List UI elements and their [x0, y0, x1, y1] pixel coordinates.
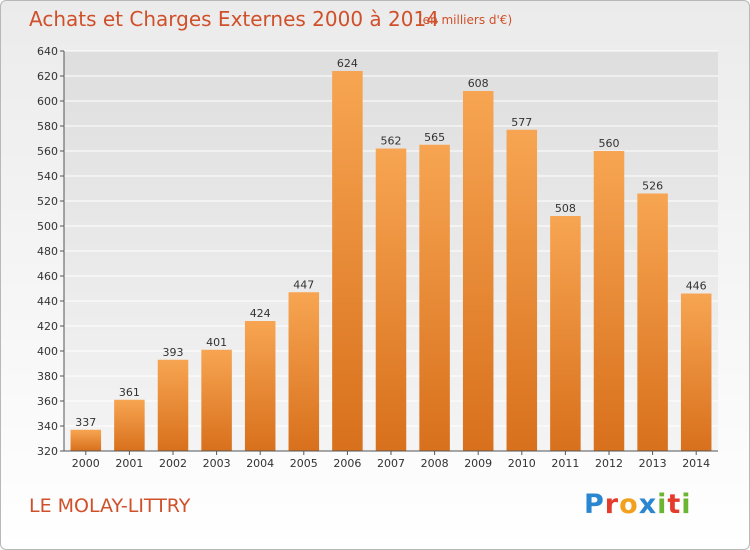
logo-letter: i [657, 489, 668, 520]
y-tick-label: 640 [37, 45, 58, 58]
data-label: 565 [424, 131, 445, 144]
y-tick-label: 620 [37, 70, 58, 83]
x-tick-label: 2011 [551, 457, 579, 470]
data-label: 508 [555, 202, 576, 215]
bar [506, 129, 538, 451]
bar [637, 193, 668, 451]
bar [244, 321, 276, 451]
x-tick-label: 2000 [72, 457, 100, 470]
data-label: 577 [511, 116, 532, 129]
x-tick-label: 2014 [682, 457, 710, 470]
y-tick-label: 480 [37, 245, 58, 258]
data-label: 337 [75, 416, 96, 429]
data-label: 424 [250, 307, 271, 320]
data-label: 526 [642, 180, 663, 193]
bar [375, 148, 407, 451]
data-label: 447 [293, 278, 314, 291]
x-tick-label: 2004 [246, 457, 274, 470]
data-label: 401 [206, 336, 227, 349]
bar [70, 429, 102, 451]
y-tick-label: 340 [37, 420, 58, 433]
bar [593, 151, 625, 451]
x-tick-label: 2002 [159, 457, 187, 470]
y-tick-label: 560 [37, 145, 58, 158]
bar [462, 91, 494, 451]
bar [550, 216, 581, 451]
y-tick-label: 420 [37, 320, 58, 333]
bar [288, 292, 320, 451]
data-label: 608 [468, 77, 489, 90]
data-label: 562 [381, 135, 402, 148]
x-tick-label: 2001 [115, 457, 143, 470]
x-tick-label: 2008 [421, 457, 449, 470]
logo-letter: t [667, 489, 682, 520]
x-tick-label: 2013 [639, 457, 667, 470]
logo-letter: o [619, 489, 639, 520]
data-label: 361 [119, 386, 140, 399]
chart-subtitle: (en milliers d'€) [418, 13, 513, 27]
x-tick-label: 2006 [333, 457, 361, 470]
y-tick-label: 320 [37, 445, 58, 458]
x-tick-label: 2003 [203, 457, 231, 470]
location-name: LE MOLAY-LITTRY [29, 495, 191, 517]
y-tick-label: 460 [37, 270, 58, 283]
data-label: 393 [163, 346, 184, 359]
logo-letter: P [584, 489, 605, 520]
y-tick-label: 380 [37, 370, 58, 383]
y-tick-label: 580 [37, 120, 58, 133]
data-label: 624 [337, 57, 358, 70]
y-tick-label: 360 [37, 395, 58, 408]
chart-title: Achats et Charges Externes 2000 à 2014 [29, 7, 439, 31]
y-tick-label: 600 [37, 95, 58, 108]
bar [332, 71, 363, 451]
y-tick-label: 440 [37, 295, 58, 308]
y-tick-label: 400 [37, 345, 58, 358]
x-tick-label: 2009 [464, 457, 492, 470]
y-tick-label: 520 [37, 195, 58, 208]
logo-letter: r [604, 489, 620, 520]
data-label: 446 [686, 280, 707, 293]
x-tick-label: 2005 [290, 457, 318, 470]
bar [157, 359, 189, 451]
x-tick-label: 2010 [508, 457, 536, 470]
bar [201, 349, 232, 451]
x-tick-label: 2012 [595, 457, 623, 470]
bar [419, 144, 450, 451]
data-label: 560 [599, 137, 620, 150]
logo-letter: i [681, 489, 692, 520]
proxiti-logo: Proxiti [584, 489, 692, 520]
logo-letter: x [638, 489, 658, 520]
y-tick-label: 500 [37, 220, 58, 233]
bar [114, 399, 145, 451]
bar [680, 293, 712, 451]
x-tick-label: 2007 [377, 457, 405, 470]
y-tick-label: 540 [37, 170, 58, 183]
